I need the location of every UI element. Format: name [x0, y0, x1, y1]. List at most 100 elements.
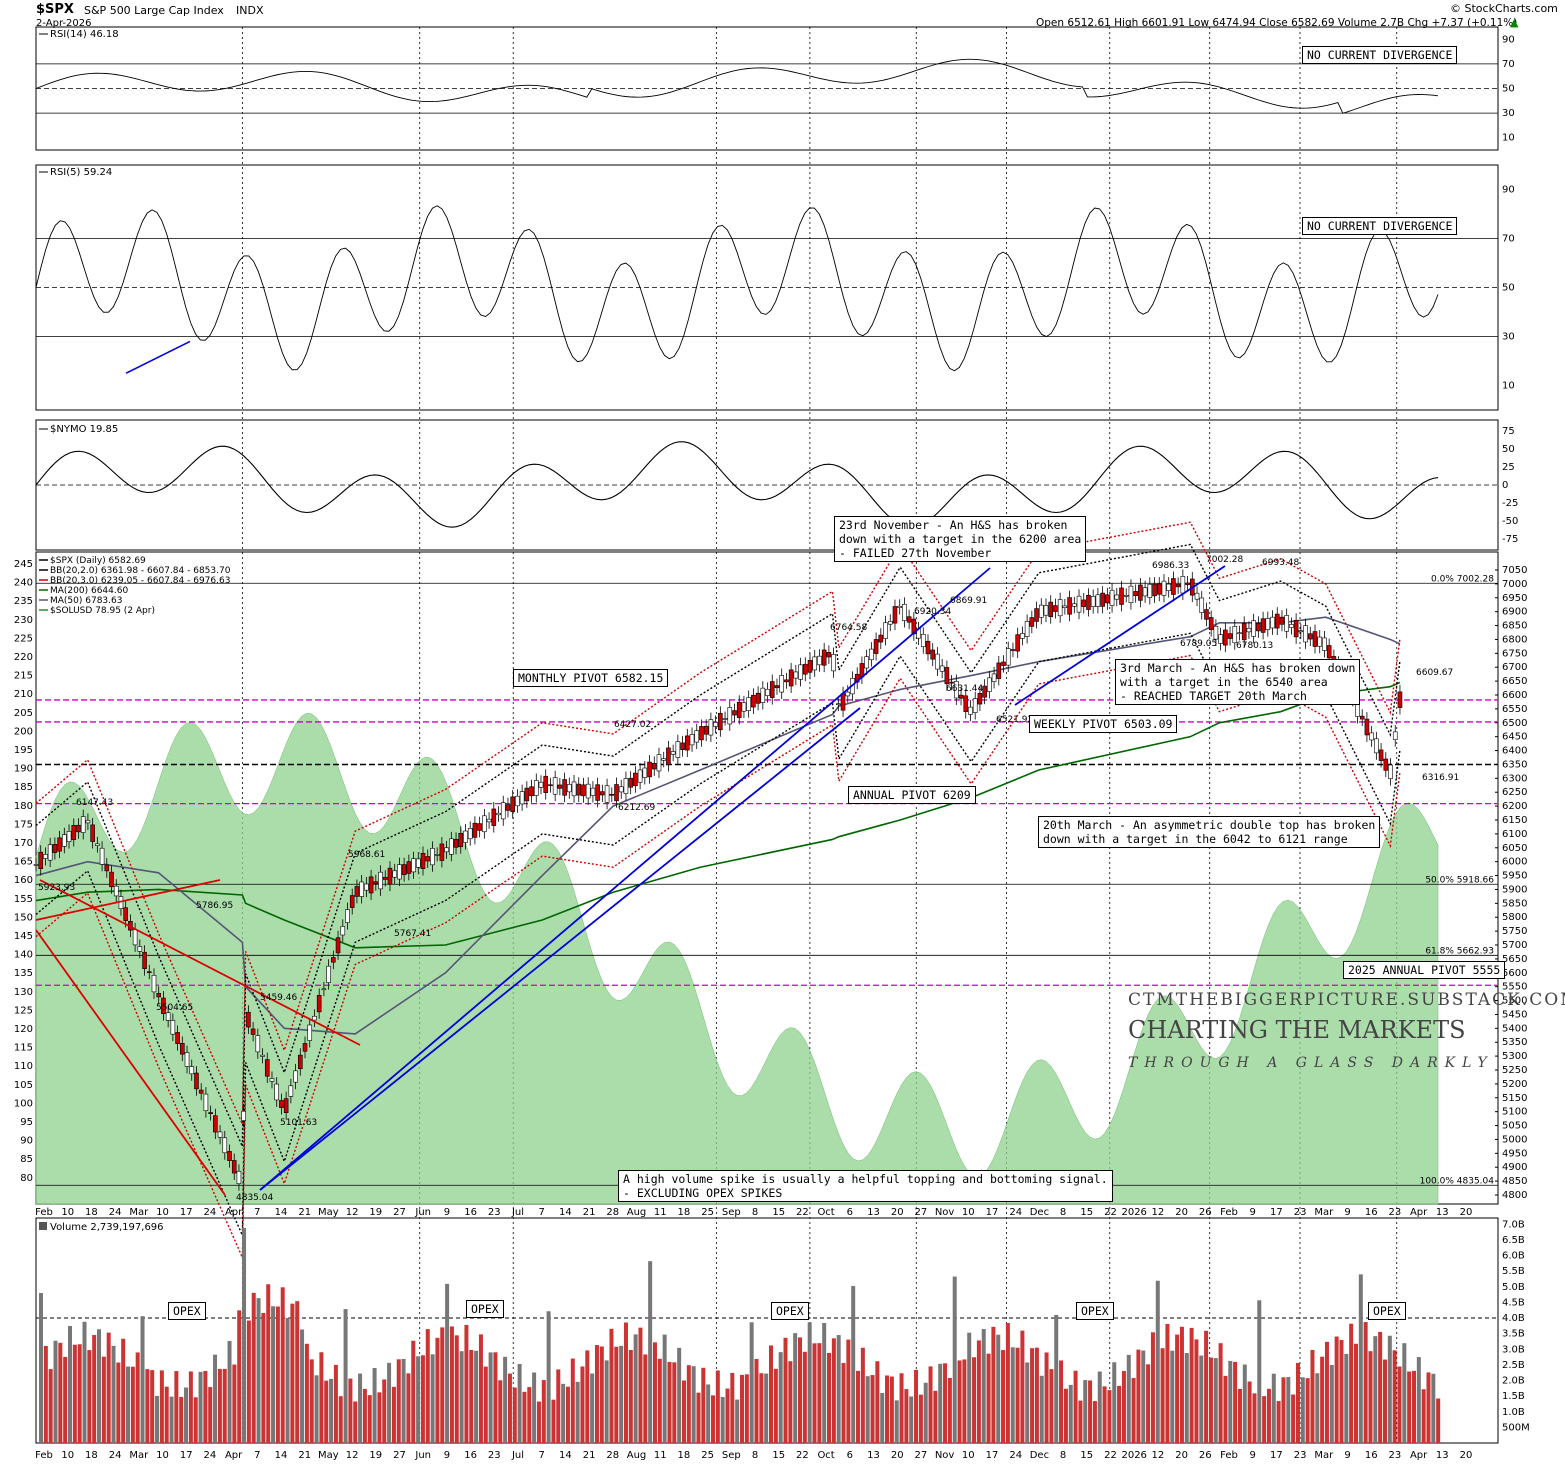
- candle-body: [807, 660, 813, 673]
- volume-bar: [1300, 1377, 1305, 1443]
- price-axis-label: 5150: [1502, 1093, 1527, 1104]
- volume-bar: [440, 1327, 445, 1443]
- x-tick-label-top: Mar: [129, 1207, 149, 1218]
- rsi5-axis-label: 70: [1502, 234, 1515, 245]
- candle: [1237, 625, 1242, 641]
- candle-body: [788, 669, 794, 687]
- annual-pivot-2025-label: 2025 ANNUAL PIVOT 5555: [1343, 961, 1506, 979]
- candle-body: [241, 1110, 246, 1121]
- x-tick-label-top: 22: [1104, 1207, 1117, 1218]
- volume-bar: [836, 1335, 841, 1443]
- volume-bar: [778, 1352, 783, 1443]
- x-tick-label: 20: [1460, 1450, 1473, 1461]
- candle: [1312, 624, 1318, 654]
- candle: [33, 857, 39, 872]
- candle: [826, 645, 832, 664]
- x-tick-label: 23: [488, 1450, 501, 1461]
- candle: [963, 688, 969, 719]
- volume-bar: [614, 1346, 619, 1443]
- candle-body: [845, 691, 851, 697]
- candle-body: [1274, 613, 1280, 629]
- sol-axis-label: 160: [14, 875, 33, 886]
- candle-body: [939, 665, 945, 672]
- candle: [1142, 580, 1148, 603]
- candle: [1284, 608, 1289, 639]
- candle: [533, 773, 539, 803]
- x-tick-label-top: Apr: [225, 1207, 243, 1218]
- candle-body: [345, 909, 350, 923]
- candle-body: [883, 622, 888, 639]
- x-tick-label: 15: [1080, 1450, 1093, 1461]
- x-tick-label-top: 13: [867, 1207, 880, 1218]
- volume-bar: [430, 1354, 435, 1443]
- sol-axis-label: 245: [14, 559, 33, 570]
- volume-axis-label: 3.5B: [1502, 1329, 1525, 1340]
- candle: [779, 668, 784, 700]
- candle: [1303, 618, 1308, 649]
- x-tick-label: 24: [204, 1450, 217, 1461]
- candle-body: [817, 655, 822, 666]
- volume-bar: [933, 1390, 938, 1443]
- candle-body: [1364, 718, 1370, 736]
- candle: [52, 837, 58, 860]
- candle: [241, 1104, 246, 1128]
- candle-body: [699, 726, 704, 741]
- candle: [373, 874, 379, 891]
- volume-bar: [1102, 1386, 1107, 1443]
- chart-date: 2-Apr-2026: [36, 18, 92, 29]
- price-axis-label: 4950: [1502, 1148, 1527, 1159]
- volume-bar: [101, 1356, 106, 1443]
- volume-bar: [1088, 1380, 1093, 1443]
- volume-bar: [841, 1363, 846, 1443]
- x-tick-label-top: 16: [464, 1207, 477, 1218]
- volume-bar: [798, 1337, 803, 1443]
- legend-entry: MA(50) 6783.63: [50, 596, 122, 606]
- candle: [175, 1025, 180, 1051]
- price-axis-label: 5000: [1502, 1134, 1527, 1145]
- candle: [1378, 742, 1384, 768]
- candle-body: [449, 838, 454, 855]
- candle-body: [316, 995, 322, 1013]
- volume-bar: [159, 1370, 164, 1443]
- volume-bar: [967, 1332, 972, 1443]
- candle-body: [146, 971, 152, 973]
- volume-bar: [570, 1358, 575, 1443]
- candle: [1138, 578, 1143, 608]
- candle: [869, 642, 874, 667]
- candle: [1307, 626, 1313, 647]
- price-axis-label: 6550: [1502, 704, 1527, 715]
- candle-body: [1090, 596, 1096, 607]
- price-axis-label: 6900: [1502, 607, 1527, 618]
- candle-body: [1024, 621, 1030, 637]
- candle-body: [552, 777, 558, 795]
- candle: [1322, 631, 1327, 658]
- exchange: INDX: [236, 4, 264, 17]
- candle-body: [1128, 585, 1134, 604]
- candle: [600, 784, 605, 802]
- candle: [406, 854, 412, 881]
- watermark-url: CTMTHEBIGGERPICTURE.SUBSTACK.COM: [1128, 990, 1565, 1010]
- candle: [231, 1153, 237, 1181]
- candle-body: [57, 837, 62, 852]
- volume-bar: [1179, 1326, 1184, 1443]
- candle: [1114, 588, 1120, 607]
- candle: [198, 1083, 204, 1101]
- volume-bar: [227, 1340, 232, 1443]
- volume-bar: [213, 1354, 218, 1443]
- candle-body: [373, 881, 379, 885]
- x-tick-label-top: 21: [298, 1207, 311, 1218]
- candle-body: [1156, 583, 1162, 595]
- volume-bar: [691, 1366, 696, 1443]
- candle: [340, 919, 346, 942]
- candle-body: [467, 828, 473, 840]
- rsi14-divergence-note: NO CURRENT DIVERGENCE: [1302, 46, 1458, 64]
- volume-bar: [285, 1317, 290, 1443]
- volume-bar: [1160, 1348, 1165, 1443]
- volume-bar: [474, 1350, 479, 1443]
- x-tick-label: 14: [275, 1450, 288, 1461]
- candle: [1279, 610, 1285, 632]
- candle-body: [302, 1043, 308, 1052]
- volume-bar: [1131, 1378, 1136, 1443]
- x-tick-label: Feb: [1220, 1450, 1238, 1461]
